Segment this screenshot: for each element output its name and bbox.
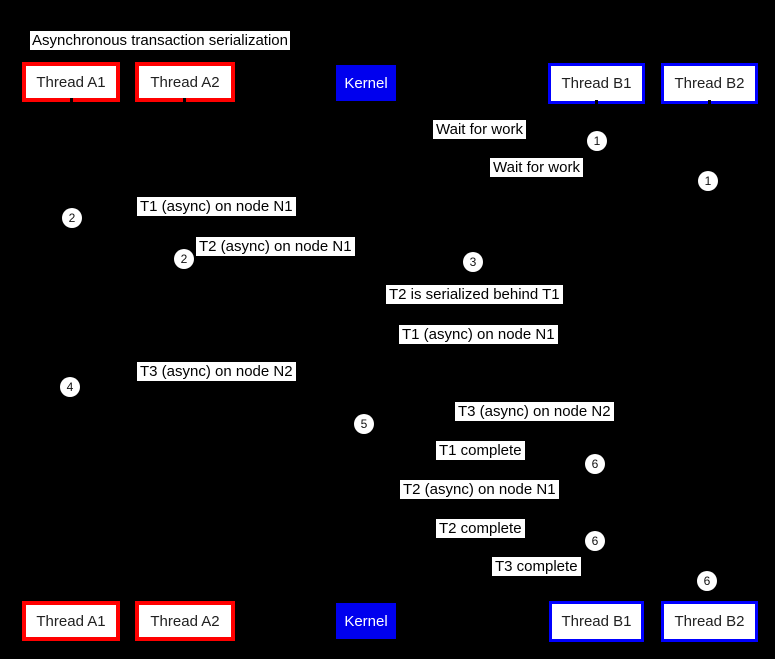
- participant-label: Thread A1: [36, 73, 106, 91]
- participant-thread-a2-bottom: Thread A2: [135, 601, 235, 641]
- step-marker-2a: 2: [62, 208, 82, 228]
- message-t3-async-to-b2: T3 (async) on node N2: [455, 402, 614, 421]
- step-marker-6c: 6: [697, 571, 717, 591]
- participant-label: Kernel: [344, 612, 388, 630]
- message-t1-async-to-b1: T1 (async) on node N1: [399, 325, 558, 344]
- lifeline-notch: [595, 595, 598, 601]
- participant-thread-b2-top: Thread B2: [661, 63, 758, 104]
- message-t2-complete: T2 complete: [436, 519, 525, 538]
- step-marker-2b: 2: [174, 249, 194, 269]
- lifeline-notch: [183, 98, 186, 104]
- message-t3-async-node-n2: T3 (async) on node N2: [137, 362, 296, 381]
- lifeline-notch: [595, 100, 598, 106]
- participant-label: Kernel: [344, 74, 388, 92]
- participant-kernel-bottom: Kernel: [336, 603, 396, 639]
- participant-label: Thread B2: [674, 75, 745, 92]
- participant-thread-b2-bottom: Thread B2: [661, 601, 758, 642]
- message-t1-complete: T1 complete: [436, 441, 525, 460]
- step-marker-6b: 6: [585, 531, 605, 551]
- participant-thread-a1-top: Thread A1: [22, 62, 120, 102]
- participant-label: Thread B1: [561, 75, 632, 92]
- participant-thread-a1-bottom: Thread A1: [22, 601, 120, 641]
- participant-label: Thread A2: [150, 612, 220, 630]
- participant-label: Thread B2: [674, 613, 745, 630]
- step-marker-1a: 1: [587, 131, 607, 151]
- participant-thread-b1-bottom: Thread B1: [549, 601, 644, 642]
- step-marker-1b: 1: [698, 171, 718, 191]
- participant-label: Thread A2: [150, 73, 220, 91]
- participant-label: Thread A1: [36, 612, 106, 630]
- message-t3-complete: T3 complete: [492, 557, 581, 576]
- lifeline-notch: [70, 98, 73, 104]
- message-t2-serialized: T2 is serialized behind T1: [386, 285, 563, 304]
- participant-label: Thread B1: [561, 613, 632, 630]
- participant-thread-b1-top: Thread B1: [548, 63, 645, 104]
- message-t2-async-node-n1: T2 (async) on node N1: [196, 237, 355, 256]
- participant-thread-a2-top: Thread A2: [135, 62, 235, 102]
- step-marker-5: 5: [354, 414, 374, 434]
- step-marker-3: 3: [463, 252, 483, 272]
- lifeline-notch: [708, 595, 711, 601]
- diagram-title: Asynchronous transaction serialization: [30, 31, 290, 50]
- message-wait-for-work-b2: Wait for work: [490, 158, 583, 177]
- lifeline-notch: [708, 100, 711, 106]
- message-t1-async-node-n1: T1 (async) on node N1: [137, 197, 296, 216]
- step-marker-4: 4: [60, 377, 80, 397]
- participant-kernel-top: Kernel: [336, 65, 396, 101]
- step-marker-6a: 6: [585, 454, 605, 474]
- lifeline-notch: [70, 597, 73, 603]
- message-wait-for-work-b1: Wait for work: [433, 120, 526, 139]
- message-t2-async-to-b1: T2 (async) on node N1: [400, 480, 559, 499]
- lifeline-notch: [183, 597, 186, 603]
